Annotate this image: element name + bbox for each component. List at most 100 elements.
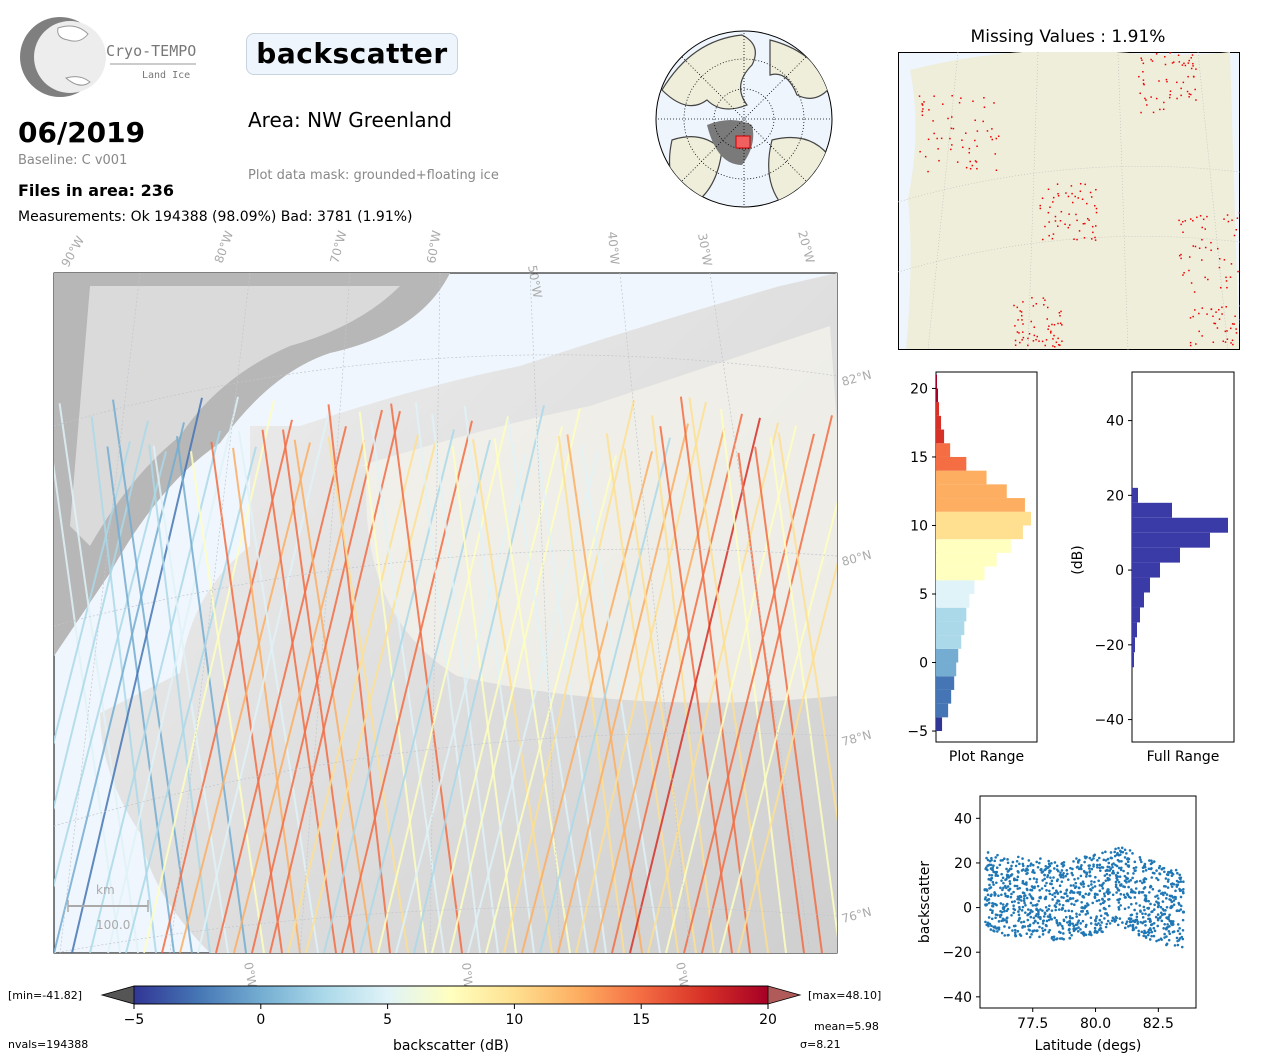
- missing-dot: [968, 151, 970, 154]
- scatter-point: [990, 924, 993, 928]
- scatter-point: [1087, 893, 1090, 897]
- missing-dot: [938, 159, 940, 162]
- scatter-point: [1064, 915, 1068, 919]
- missing-dot: [932, 120, 934, 122]
- scatter-point: [1067, 909, 1071, 912]
- scatter-point: [1037, 915, 1040, 919]
- scatter-ytick-label: −20: [942, 945, 972, 961]
- scatter-point: [1066, 921, 1069, 924]
- scatter-point: [1077, 886, 1081, 890]
- missing-dot: [1052, 338, 1054, 340]
- sigma-label: σ=8.21: [800, 1038, 841, 1051]
- missing-dot: [1198, 312, 1200, 315]
- hist1-bar: [936, 429, 945, 444]
- scatter-point: [1080, 900, 1083, 904]
- scatter-point: [1028, 935, 1032, 939]
- scatter-point: [1012, 878, 1016, 882]
- missing-dot: [1226, 338, 1229, 340]
- scatter-point: [1042, 915, 1046, 918]
- scatter-point: [1001, 876, 1005, 880]
- hist1-bar: [936, 607, 967, 622]
- scatter-point: [1050, 862, 1053, 865]
- scatter-point: [1022, 891, 1026, 895]
- scatter-point: [1115, 916, 1119, 920]
- missing-dot: [1020, 314, 1023, 317]
- scatter-point: [1092, 857, 1095, 860]
- missing-dot: [1050, 332, 1052, 334]
- missing-dot: [1073, 238, 1075, 240]
- missing-dot: [1216, 327, 1219, 329]
- scatter-point: [1056, 923, 1060, 927]
- scatter-point: [1076, 930, 1080, 933]
- scatter-point: [994, 874, 998, 877]
- missing-dot: [1202, 218, 1205, 221]
- missing-dot: [1014, 339, 1017, 342]
- scatter-point: [1176, 943, 1180, 947]
- missing-dot: [1020, 311, 1023, 313]
- scatter-point: [999, 886, 1002, 890]
- scatter-point: [987, 916, 991, 919]
- scatter-point: [1026, 908, 1030, 911]
- scatter-point: [1039, 857, 1042, 860]
- scatter-point: [997, 894, 1000, 897]
- missing-dot: [1035, 303, 1038, 305]
- scatter-point: [1003, 934, 1007, 937]
- scatter-point: [1039, 896, 1042, 900]
- scatter-point: [1126, 860, 1130, 863]
- hist1-bar: [936, 662, 957, 677]
- scatter-point: [1127, 865, 1131, 868]
- scatter-point: [1098, 909, 1102, 912]
- scatter-point: [1127, 880, 1131, 883]
- scatter-point: [1113, 854, 1117, 858]
- scatter-point: [1097, 898, 1101, 902]
- scatter-point: [1150, 861, 1154, 865]
- scatter-point: [1119, 868, 1123, 872]
- track-desc: [197, 414, 329, 953]
- missing-dot: [1044, 344, 1046, 347]
- missing-dot: [1146, 104, 1148, 106]
- scatter-point: [1031, 904, 1035, 907]
- scatter-point: [1104, 879, 1108, 882]
- hist1-bar: [936, 402, 940, 416]
- missing-dot: [1194, 309, 1196, 311]
- scatter-point: [1065, 888, 1069, 892]
- scatter-point: [1006, 894, 1010, 899]
- missing-dot: [958, 101, 961, 104]
- track-asc: [90, 416, 157, 953]
- scatter-point: [1093, 880, 1096, 884]
- lon-label-50: 50°W: [525, 264, 545, 299]
- scatter-point: [997, 920, 1001, 923]
- track-asc: [688, 397, 769, 953]
- scatter-point: [1011, 929, 1014, 932]
- scatter-point: [1076, 865, 1079, 869]
- hist1-bar: [936, 594, 970, 608]
- scatter-point: [993, 859, 997, 863]
- scatter-point: [1148, 891, 1151, 894]
- missing-dot: [1022, 336, 1025, 339]
- missing-dot: [1057, 195, 1060, 197]
- scatter-point: [1050, 909, 1054, 912]
- missing-dot: [1212, 341, 1215, 344]
- scatter-point: [1023, 901, 1026, 905]
- scatter-point: [1049, 876, 1052, 879]
- track-desc: [54, 441, 131, 745]
- scatter-point: [1123, 895, 1127, 899]
- scatter-point: [1058, 884, 1062, 888]
- missing-dot: [1048, 221, 1050, 223]
- scatter-point: [1159, 905, 1163, 909]
- track-asc: [358, 411, 427, 953]
- missing-dot: [1077, 197, 1079, 199]
- scatter-point: [1089, 931, 1092, 935]
- scatter-point: [1043, 877, 1046, 881]
- scatter-point: [1006, 874, 1010, 877]
- missing-dot: [1048, 234, 1050, 237]
- scatter-point: [986, 851, 990, 854]
- scatter-point: [1035, 908, 1038, 912]
- scatter-point: [1043, 884, 1047, 888]
- missing-dot: [1051, 323, 1053, 326]
- hist2-ylabel: (dB): [1070, 545, 1086, 574]
- track-asc: [327, 404, 391, 953]
- scatter-point: [1072, 924, 1076, 928]
- missing-dot: [1188, 96, 1190, 98]
- hist1-bar: [936, 374, 938, 389]
